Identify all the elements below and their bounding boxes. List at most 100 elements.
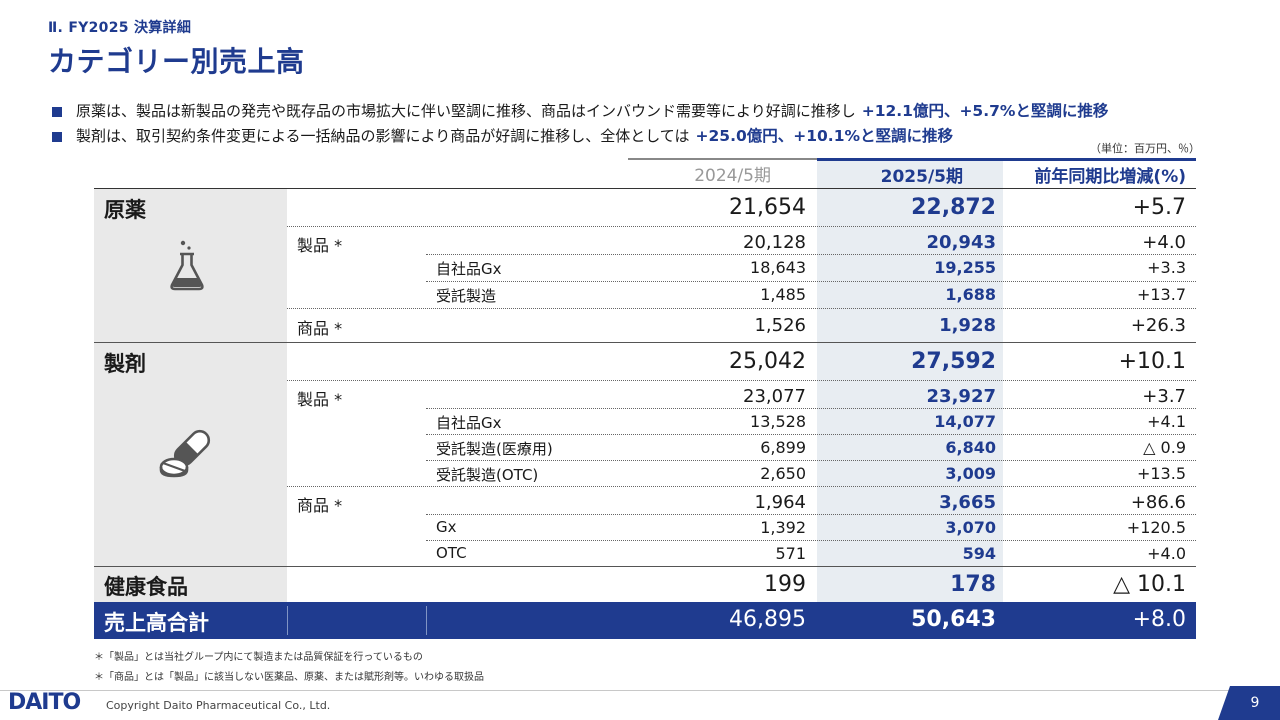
total-label: 売上高合計: [104, 611, 209, 635]
value-prev: 1,392: [760, 518, 806, 537]
unit-note: （単位：百万円、％）: [1090, 142, 1200, 155]
value-change: +3.3: [1147, 258, 1186, 277]
group-divider: [94, 342, 1196, 343]
bullet-highlight: +12.1億円、+5.7%と堅調に推移: [861, 102, 1109, 120]
header-change: 前年同期比増減(%): [1003, 158, 1196, 188]
total-prev: 46,895: [729, 607, 806, 632]
row-divider: [426, 460, 1196, 461]
table-row: 製品 * 20,128 20,943 +4.0: [94, 226, 1196, 258]
group-divider: [94, 566, 1196, 567]
header-divider: [94, 188, 1196, 189]
value-curr: 20,943: [926, 232, 996, 253]
value-prev: 571: [775, 544, 806, 563]
value-curr: 27,592: [911, 349, 996, 374]
pills-icon: [159, 429, 211, 478]
header-prev-year: 2024/5期: [628, 158, 817, 188]
row-divider: [426, 434, 1196, 435]
row-divider: [287, 486, 1196, 487]
value-prev: 21,654: [729, 195, 806, 220]
value-change: +5.7: [1132, 195, 1186, 220]
value-prev: 25,042: [729, 349, 806, 374]
bullet-formulation: 製剤は、取引契約条件変更による一括納品の影響により商品が好調に推移し、全体として…: [52, 124, 1232, 149]
bullet-text: 原薬は、製品は新製品の発売や既存品の市場拡大に伴い堅調に推移、商品はインバウンド…: [76, 102, 856, 120]
page-title: カテゴリー別売上高: [48, 45, 305, 78]
row-divider: [426, 254, 1196, 255]
row-label: 製品 *: [297, 236, 343, 255]
table-row: 原薬 21,654 22,872 +5.7: [94, 189, 1196, 227]
footnote: ＊「製品」とは当社グループ内にて製造または品質保証を行っているもの: [94, 652, 423, 663]
value-prev: 18,643: [750, 258, 806, 277]
row-divider: [426, 408, 1196, 409]
row-label: 健康食品: [104, 575, 188, 599]
value-prev: 23,077: [743, 386, 806, 407]
row-label: Gx: [436, 518, 457, 536]
value-change: △ 0.9: [1143, 438, 1186, 457]
value-change: +86.6: [1130, 492, 1186, 513]
value-change: +26.3: [1130, 315, 1186, 336]
table-row: 商品 * 1,964 3,665 +86.6: [94, 486, 1196, 518]
value-curr: 1,688: [945, 285, 996, 304]
bullet-api: 原薬は、製品は新製品の発売や既存品の市場拡大に伴い堅調に推移、商品はインバウンド…: [52, 99, 1232, 124]
value-prev: 20,128: [743, 232, 806, 253]
row-divider: [426, 540, 1196, 541]
value-prev: 13,528: [750, 412, 806, 431]
footnotes: ＊「製品」とは当社グループ内にて製造または品質保証を行っているもの ＊「商品」と…: [94, 648, 484, 688]
row-divider: [426, 281, 1196, 282]
flask-icon: [170, 240, 204, 291]
bullet-highlight: +25.0億円、+10.1%と堅調に推移: [695, 127, 954, 145]
table-row: 健康食品 199 178 △ 10.1: [94, 566, 1196, 604]
row-label: 商品 *: [297, 319, 343, 338]
table-row: 製品 * 23,077 23,927 +3.7: [94, 380, 1196, 412]
value-curr: 3,009: [945, 464, 996, 483]
summary-bullets: 原薬は、製品は新製品の発売や既存品の市場拡大に伴い堅調に推移、商品はインバウンド…: [52, 99, 1232, 149]
value-change: +13.7: [1136, 285, 1186, 304]
value-curr: 178: [950, 572, 996, 597]
footer-divider: [0, 690, 1235, 691]
value-prev: 2,650: [760, 464, 806, 483]
row-divider: [287, 380, 1196, 381]
table-row: 自社品Gx 18,643 19,255 +3.3: [94, 254, 1196, 281]
value-curr: 594: [962, 544, 996, 563]
row-divider: [287, 308, 1196, 309]
value-prev: 199: [764, 572, 806, 597]
total-separator: [287, 606, 288, 635]
value-prev: 1,964: [754, 492, 806, 513]
row-label: 製品 *: [297, 390, 343, 409]
copyright: Copyright Daito Pharmaceutical Co., Ltd.: [106, 699, 331, 712]
table-row: 受託製造 1,485 1,688 +13.7: [94, 281, 1196, 308]
total-curr: 50,643: [911, 607, 996, 632]
value-curr: 6,840: [945, 438, 996, 457]
value-change: +120.5: [1126, 518, 1186, 537]
page-number: 9: [1230, 686, 1280, 720]
row-label: 自社品Gx: [436, 260, 502, 278]
total-change: +8.0: [1132, 607, 1186, 632]
table-row: OTC 571 594 +4.0: [94, 540, 1196, 567]
header-curr-year: 2025/5期: [817, 158, 1003, 188]
value-prev: 1,526: [754, 315, 806, 336]
value-curr: 23,927: [926, 386, 996, 407]
value-curr: 3,665: [939, 492, 996, 513]
row-divider: [287, 226, 1196, 227]
total-row: 売上高合計 46,895 50,643 +8.0: [94, 602, 1196, 639]
value-curr: 22,872: [911, 195, 996, 220]
row-divider: [426, 514, 1196, 515]
value-curr: 14,077: [934, 412, 996, 431]
table-row: 受託製造(医療用) 6,899 6,840 △ 0.9: [94, 434, 1196, 461]
row-label: 受託製造(OTC): [436, 466, 539, 484]
value-change: +10.1: [1118, 349, 1186, 374]
row-label: 自社品Gx: [436, 414, 502, 432]
row-label: 製剤: [104, 352, 146, 376]
row-label: 原薬: [104, 198, 146, 222]
table-row: 自社品Gx 13,528 14,077 +4.1: [94, 408, 1196, 435]
daito-logo: DAITO: [8, 690, 81, 715]
value-change: +13.5: [1136, 464, 1186, 483]
value-change: +4.1: [1147, 412, 1186, 431]
value-curr: 1,928: [939, 315, 996, 336]
row-label: OTC: [436, 544, 467, 562]
value-prev: 6,899: [760, 438, 806, 457]
table-row: 製剤 25,042 27,592 +10.1: [94, 343, 1196, 381]
value-change: +3.7: [1142, 386, 1186, 407]
total-separator: [426, 606, 427, 635]
section-label: Ⅱ. FY2025 決算詳細: [48, 20, 192, 36]
row-label: 商品 *: [297, 496, 343, 515]
